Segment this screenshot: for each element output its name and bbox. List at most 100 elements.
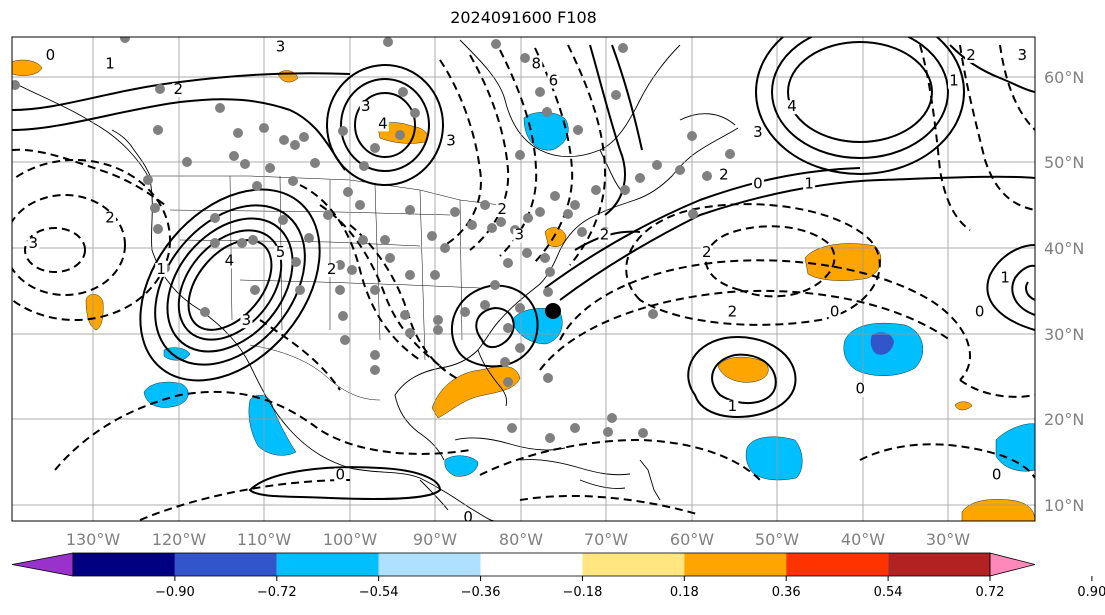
contour-label: 8 — [532, 54, 542, 72]
shade-orange — [544, 227, 567, 247]
contour-label-bg — [359, 100, 372, 115]
shade-orange — [431, 366, 521, 419]
contour-label-bg — [973, 305, 986, 320]
contour-label: 2 — [173, 80, 183, 98]
contour-label: 3 — [514, 226, 524, 244]
colorbar-bin — [582, 553, 685, 576]
shade-blue — [444, 455, 479, 477]
shade-blue — [163, 347, 191, 361]
contour-label: 5 — [276, 243, 286, 261]
contour-label: 6 — [549, 72, 559, 90]
contour-label: 3 — [29, 234, 39, 252]
map-title: 2024091600 F108 — [450, 8, 597, 27]
map-frame — [11, 36, 1036, 522]
colorbar-bin — [888, 553, 990, 576]
contour-label: 1 — [156, 260, 166, 278]
contour-label-bg — [44, 48, 57, 63]
colorbar-tick-label: −0.54 — [359, 585, 399, 600]
colorbar-bin — [378, 553, 481, 576]
contour-label: 4 — [225, 251, 235, 269]
shade-orange — [717, 356, 769, 383]
lon-label: 100°W — [323, 530, 378, 549]
lon-label: 80°W — [499, 530, 543, 549]
colorbar-tick-label: 0.18 — [670, 585, 699, 600]
contour-label-bg — [104, 211, 117, 226]
shade-orange — [85, 294, 104, 331]
contour-label-bg — [948, 74, 961, 89]
contour-label-bg — [513, 228, 526, 243]
colorbar-tick-label: −0.72 — [257, 585, 297, 600]
lon-label: 120°W — [152, 530, 207, 549]
contour-label: 3 — [361, 97, 371, 115]
colorbar-tick-label: −0.90 — [155, 585, 195, 600]
political-borders — [150, 175, 501, 401]
contour-label: 4 — [787, 97, 797, 115]
colorbar-tick-label: −0.18 — [563, 585, 603, 600]
lat-label: 20°N — [1044, 410, 1084, 429]
contour-label-bg — [240, 314, 253, 329]
contour-label: 3 — [753, 123, 763, 141]
contour-label: 1 — [804, 174, 814, 192]
contour-label: 0 — [463, 508, 473, 526]
lon-label: 50°W — [755, 530, 799, 549]
contour-label-bg — [445, 134, 458, 149]
contour-label-bg — [726, 305, 739, 320]
contour-label-bg — [547, 74, 560, 89]
colorbar-bin — [174, 553, 277, 576]
map-background — [12, 37, 1035, 521]
contour-label-bg — [27, 237, 40, 252]
contour-label-bg — [274, 40, 287, 55]
latitude-labels: 60°N 50°N 40°N 30°N 20°N 10°N — [1044, 68, 1084, 515]
contour-label-bg — [334, 468, 347, 483]
contours-negative — [12, 44, 1035, 521]
lon-label: 70°W — [584, 530, 628, 549]
contour-label: 4 — [378, 114, 388, 132]
lon-label: 90°W — [413, 530, 457, 549]
contour-label: 1 — [1000, 268, 1010, 286]
contour-label-bg — [751, 177, 764, 192]
contour-label: 0 — [992, 465, 1002, 483]
shade-blue — [745, 436, 803, 481]
shade-orange — [954, 401, 973, 411]
contour-label: 2 — [966, 46, 976, 64]
contour-label-bg — [828, 305, 841, 320]
contour-label-bg — [965, 48, 978, 63]
colorbar-bin — [786, 553, 889, 576]
contour-label-bg — [990, 468, 1003, 483]
colorbar-extend-low — [11, 552, 74, 577]
colorbar-ticks: −0.90 −0.72 −0.54 −0.36 −0.18 0.18 0.36 0.54 0.7… — [155, 576, 1105, 600]
contour-label-bg — [325, 262, 338, 277]
contour-label-bg — [223, 254, 236, 269]
contour-label: 3 — [446, 131, 456, 149]
contour-label-bg — [854, 382, 867, 397]
colorbar-extend-high — [989, 552, 1036, 577]
contour-label: 1 — [728, 397, 738, 415]
contour-label-bg — [104, 57, 117, 72]
colorbar-bin — [480, 553, 583, 576]
lon-label: 30°W — [926, 530, 970, 549]
contour-label-bg — [786, 100, 799, 115]
colorbar-frame — [72, 552, 991, 577]
shade-blue — [995, 423, 1035, 472]
contour-label: 2 — [728, 303, 738, 321]
shade-blue — [143, 381, 189, 408]
contour-label: 0 — [46, 46, 56, 64]
contour-label: 2 — [600, 226, 610, 244]
contour-label-bg — [376, 117, 389, 132]
contour-label: 0 — [975, 303, 985, 321]
contour-label: 0 — [753, 174, 763, 192]
storm-center-marker — [545, 303, 561, 319]
contour-label: 0 — [830, 303, 840, 321]
contour-label-bg — [172, 83, 185, 98]
colorbar — [11, 552, 1036, 577]
contour-label: 2 — [497, 200, 507, 218]
lon-label: 40°W — [841, 530, 885, 549]
contour-label: 2 — [327, 260, 337, 278]
colorbar-tick-label: 0.54 — [874, 585, 903, 600]
contour-label-bg — [598, 228, 611, 243]
lat-label: 30°N — [1044, 325, 1084, 344]
contour-label-bg — [717, 168, 730, 183]
